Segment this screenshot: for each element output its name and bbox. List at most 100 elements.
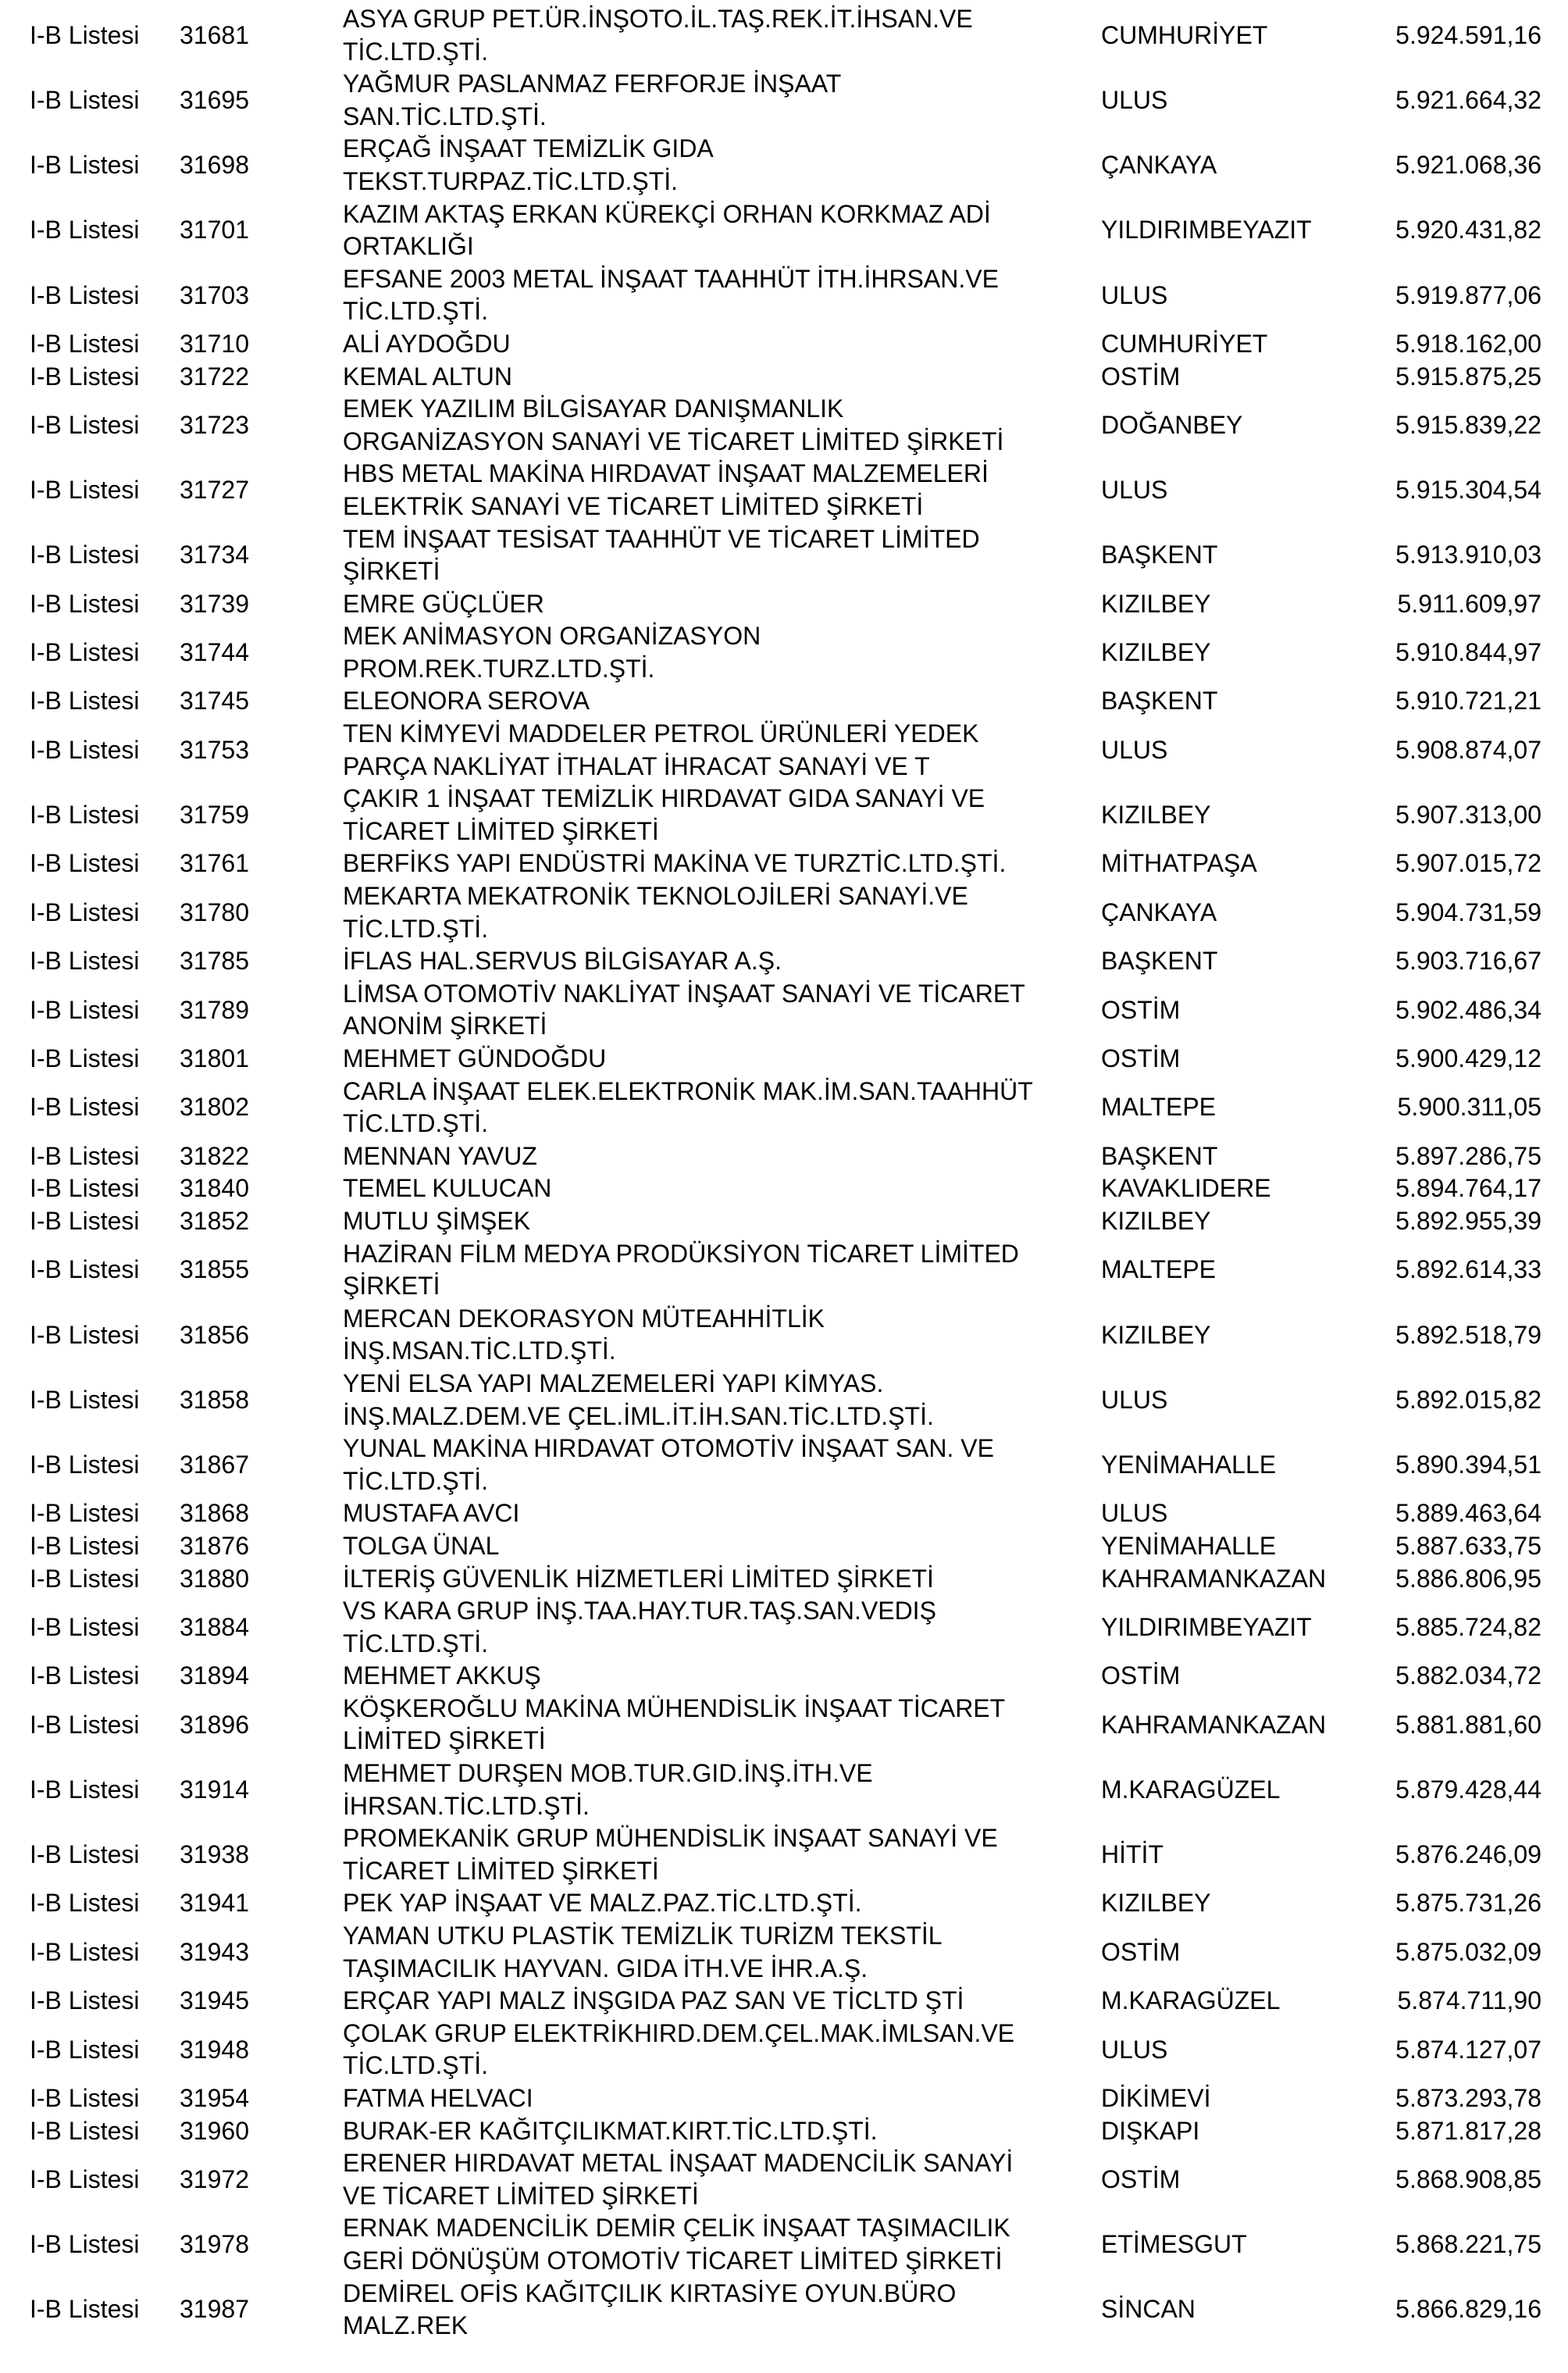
table-row: I-B Listesi 31987 DEMİREL OFİS KAĞITÇILIK … xyxy=(0,2278,1568,2343)
list-name-cell: I-B Listesi xyxy=(30,362,140,391)
record-number-cell: 31698 xyxy=(180,151,249,180)
table-row: I-B Listesi 31943 YAMAN UTKU PLASTİK TEMİZ… xyxy=(0,1920,1568,1985)
name-cell: ERNAK MADENCİLİK DEMİR ÇELİK İNŞAAT TAŞI… xyxy=(343,2212,1092,2277)
record-number-cell: 31948 xyxy=(180,2035,249,2064)
record-number-cell: 31822 xyxy=(180,1141,249,1170)
record-number-cell: 31943 xyxy=(180,1937,249,1966)
amount-cell: 5.921.068,36 xyxy=(1395,151,1541,180)
list-name-cell: I-B Listesi xyxy=(30,329,140,358)
district-cell: ULUS xyxy=(1101,1385,1168,1414)
list-name-cell: I-B Listesi xyxy=(30,1531,140,1560)
amount-cell: 5.907.313,00 xyxy=(1395,801,1541,830)
table-row: I-B Listesi 31972 ERENER HIRDAVAT METAL İN… xyxy=(0,2147,1568,2212)
district-cell: BAŞKENT xyxy=(1101,541,1218,569)
name-line: KAZIM AKTAŞ ERKAN KÜREKÇİ ORHAN KORKMAZ … xyxy=(343,199,991,228)
name-line: ELEKTRİK SANAYİ VE TİCARET LİMİTED ŞİRKE… xyxy=(343,491,924,520)
name-line: ALİ AYDOĞDU xyxy=(343,329,511,358)
list-name-cell: I-B Listesi xyxy=(30,1564,140,1593)
district-cell: ETİMESGUT xyxy=(1101,2230,1247,2259)
record-number-cell: 31954 xyxy=(180,2084,249,2112)
district-cell: BAŞKENT xyxy=(1101,947,1218,976)
table-row: I-B Listesi 31780 MEKARTA MEKATRONİK TEKNO… xyxy=(0,880,1568,945)
name-line: YAMAN UTKU PLASTİK TEMİZLİK TURİZM TEKST… xyxy=(343,1922,943,1950)
amount-cell: 5.871.817,28 xyxy=(1395,2116,1541,2145)
list-name-cell: I-B Listesi xyxy=(30,1710,140,1739)
name-cell: KEMAL ALTUN xyxy=(343,361,1092,394)
table-row: I-B Listesi 31734 TEM İNŞAAT TESİSAT TAAHH… xyxy=(0,523,1568,588)
table-row: I-B Listesi 31727 HBS METAL MAKİNA HIRDAVA… xyxy=(0,458,1568,523)
amount-cell: 5.875.032,09 xyxy=(1395,1937,1541,1966)
name-line: TOLGA ÜNAL xyxy=(343,1531,500,1560)
list-name-cell: I-B Listesi xyxy=(30,735,140,764)
name-line: CARLA İNŞAAT ELEK.ELEKTRONİK MAK.İM.SAN.… xyxy=(343,1076,1033,1105)
name-line: MEK ANİMASYON ORGANİZASYON xyxy=(343,622,761,651)
district-cell: KIZILBEY xyxy=(1101,1889,1211,1918)
amount-cell: 5.873.293,78 xyxy=(1395,2084,1541,2112)
list-name-cell: I-B Listesi xyxy=(30,20,140,49)
table-row: I-B Listesi 31739 EMRE GÜÇLÜER KIZILBEY 5.91… xyxy=(0,588,1568,621)
name-cell: İFLAS HAL.SERVUS BİLGİSAYAR A.Ş. xyxy=(343,945,1092,978)
name-line: YENİ ELSA YAPI MALZEMELERİ YAPI KİMYAS. xyxy=(343,1368,884,1397)
table-row: I-B Listesi 31938 PROMEKANİK GRUP MÜHENDİS… xyxy=(0,1822,1568,1887)
name-line: ERÇAR YAPI MALZ İNŞGIDA PAZ SAN VE TİCLT… xyxy=(343,1986,964,2015)
name-line: DEMİREL OFİS KAĞITÇILIK KIRTASİYE OYUN.B… xyxy=(343,2278,957,2307)
name-cell: ÇAKIR 1 İNŞAAT TEMİZLİK HIRDAVAT GIDA SA… xyxy=(343,783,1092,848)
name-cell: ASYA GRUP PET.ÜR.İNŞOTO.İL.TAŞ.REK.İT.İH… xyxy=(343,3,1092,68)
table-row: I-B Listesi 31954 FATMA HELVACI DİKİMEVİ 5.8… xyxy=(0,2082,1568,2115)
name-line: TİC.LTD.ŞTİ. xyxy=(343,1109,489,1138)
name-line: MEHMET AKKUŞ xyxy=(343,1661,541,1690)
table-row: I-B Listesi 31745 ELEONORA SEROVA BAŞKENT 5.… xyxy=(0,685,1568,718)
name-line: TAŞIMACILIK HAYVAN. GIDA İTH.VE İHR.A.Ş. xyxy=(343,1954,868,1982)
table-row: I-B Listesi 31960 BURAK-ER KAĞITÇILIKMAT.K… xyxy=(0,2115,1568,2148)
district-cell: ULUS xyxy=(1101,1499,1168,1528)
name-cell: KÖŞKEROĞLU MAKİNA MÜHENDİSLİK İNŞAAT TİC… xyxy=(343,1693,1092,1757)
name-cell: CARLA İNŞAAT ELEK.ELEKTRONİK MAK.İM.SAN.… xyxy=(343,1076,1092,1140)
list-name-cell: I-B Listesi xyxy=(30,1775,140,1804)
record-number-cell: 31744 xyxy=(180,638,249,667)
district-cell: OSTİM xyxy=(1101,362,1181,391)
district-cell: ULUS xyxy=(1101,2035,1168,2064)
amount-cell: 5.875.731,26 xyxy=(1395,1889,1541,1918)
list-name-cell: I-B Listesi xyxy=(30,2116,140,2145)
list-name-cell: I-B Listesi xyxy=(30,1206,140,1235)
name-line: TİC.LTD.ŞTİ. xyxy=(343,2051,489,2080)
name-cell: TEN KİMYEVİ MADDELER PETROL ÜRÜNLERİ YED… xyxy=(343,718,1092,783)
amount-cell: 5.892.015,82 xyxy=(1395,1385,1541,1414)
amount-cell: 5.889.463,64 xyxy=(1395,1499,1541,1528)
record-number-cell: 31880 xyxy=(180,1564,249,1593)
name-cell: HBS METAL MAKİNA HIRDAVAT İNŞAAT MALZEME… xyxy=(343,458,1092,523)
list-name-cell: I-B Listesi xyxy=(30,1044,140,1072)
district-cell: MİTHATPAŞA xyxy=(1101,849,1257,878)
table-row: I-B Listesi 31759 ÇAKIR 1 İNŞAAT TEMİZLİK … xyxy=(0,783,1568,848)
name-line: TİC.LTD.ŞTİ. xyxy=(343,914,489,943)
name-cell: EFSANE 2003 METAL İNŞAAT TAAHHÜT İTH.İHR… xyxy=(343,263,1092,328)
list-name-cell: I-B Listesi xyxy=(30,1450,140,1479)
list-name-cell: I-B Listesi xyxy=(30,1255,140,1284)
amount-cell: 5.897.286,75 xyxy=(1395,1141,1541,1170)
table-row: I-B Listesi 31894 MEHMET AKKUŞ OSTİM 5.882.0… xyxy=(0,1660,1568,1693)
name-cell: YAĞMUR PASLANMAZ FERFORJE İNŞAAT SAN.TİC.… xyxy=(343,68,1092,133)
list-name-cell: I-B Listesi xyxy=(30,216,140,244)
list-name-cell: I-B Listesi xyxy=(30,2230,140,2259)
record-number-cell: 31867 xyxy=(180,1450,249,1479)
table-row: I-B Listesi 31945 ERÇAR YAPI MALZ İNŞGIDA … xyxy=(0,1985,1568,2018)
amount-cell: 5.902.486,34 xyxy=(1395,995,1541,1024)
amount-cell: 5.924.591,16 xyxy=(1395,20,1541,49)
name-line: LİMİTED ŞİRKETİ xyxy=(343,1726,546,1755)
record-number-cell: 31701 xyxy=(180,216,249,244)
name-line: ERENER HIRDAVAT METAL İNŞAAT MADENCİLİK … xyxy=(343,2149,1014,2178)
list-name-cell: I-B Listesi xyxy=(30,2084,140,2112)
list-name-cell: I-B Listesi xyxy=(30,410,140,439)
name-line: MEHMET GÜNDOĞDU xyxy=(343,1044,607,1072)
list-name-cell: I-B Listesi xyxy=(30,638,140,667)
record-number-cell: 31723 xyxy=(180,410,249,439)
name-line: EFSANE 2003 METAL İNŞAAT TAAHHÜT İTH.İHR… xyxy=(343,264,999,293)
record-number-cell: 31801 xyxy=(180,1044,249,1072)
amount-cell: 5.903.716,67 xyxy=(1395,947,1541,976)
amount-cell: 5.892.955,39 xyxy=(1395,1206,1541,1235)
list-name-cell: I-B Listesi xyxy=(30,1385,140,1414)
record-number-cell: 31855 xyxy=(180,1255,249,1284)
name-cell: MUSTAFA AVCI xyxy=(343,1497,1092,1530)
table-row: I-B Listesi 31701 KAZIM AKTAŞ ERKAN KÜREKÇ… xyxy=(0,198,1568,263)
table-row: I-B Listesi 31896 KÖŞKEROĞLU MAKİNA MÜHEND… xyxy=(0,1693,1568,1757)
